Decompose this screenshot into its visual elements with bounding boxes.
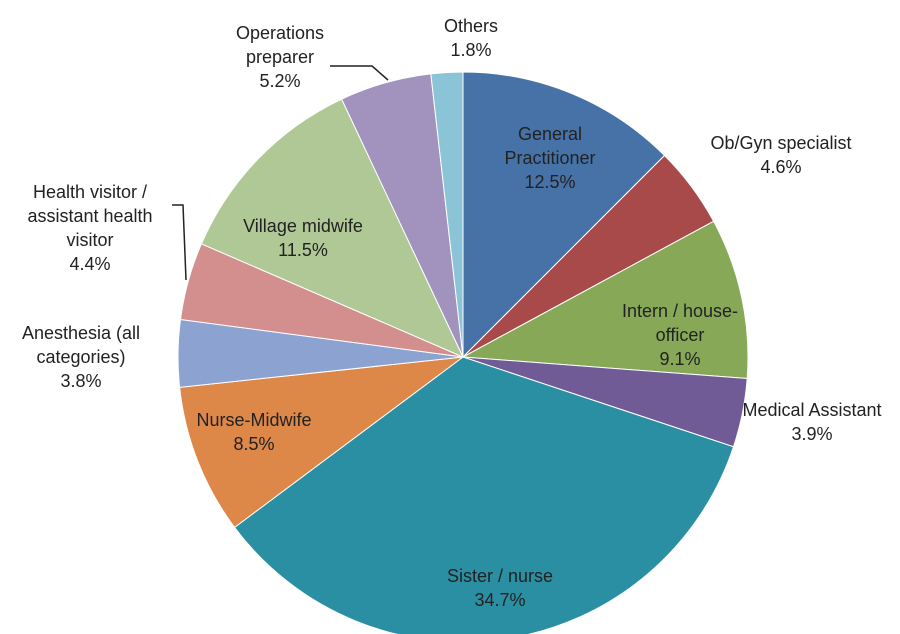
slice-label: Ob/Gyn specialist 4.6% [681,131,881,179]
category-name: Sister / nurse [446,566,554,586]
category-name: Village midwife [243,216,363,236]
pie-slice [430,71,464,358]
slice-label: Others 1.8% [421,14,521,62]
pie-slice [200,98,465,358]
category-name: Ob/Gyn specialist [710,133,852,153]
slice-label: Anesthesia (all categories) 3.8% [6,321,156,393]
slice-label: Operations preparer 5.2% [220,21,340,93]
pie-slice [462,71,666,359]
slice-label: Intern / house-officer 9.1% [605,299,755,371]
leader-line [330,65,389,81]
slice-label: Health visitor / assistant health visito… [5,180,175,276]
value-label: 11.5% [278,240,328,260]
category-name: Nurse-Midwife [196,410,312,430]
value-label: 5.2% [259,71,301,91]
value-label: 34.7% [474,590,526,610]
slice-label: Medical Assistant 3.9% [712,398,900,446]
category-name: Health visitor / assistant health visito… [27,182,153,250]
slice-label: Sister / nurse 34.7% [425,564,575,612]
category-name: Intern / house-officer [621,301,739,345]
value-label: 3.9% [791,424,833,444]
pie-slice [233,356,735,634]
category-name: General Practitioner [504,124,596,168]
value-label: 4.4% [69,254,111,274]
category-name: Others [443,16,499,36]
value-label: 8.5% [233,434,275,454]
slice-label: Nurse-Midwife 8.5% [174,408,334,456]
pie-slice [179,356,465,529]
category-name: Operations preparer [235,23,325,67]
value-label: 12.5% [524,172,576,192]
value-label: 1.8% [450,40,492,60]
value-label: 9.1% [659,349,701,369]
category-name: Anesthesia (all categories) [21,323,141,367]
slice-label: General Practitioner 12.5% [475,122,625,194]
leader-line [172,204,187,281]
value-label: 3.8% [60,371,102,391]
pie-slice [461,220,749,380]
slice-label: Village midwife 11.5% [213,214,393,262]
category-name: Medical Assistant [742,400,882,420]
value-label: 4.6% [760,157,802,177]
